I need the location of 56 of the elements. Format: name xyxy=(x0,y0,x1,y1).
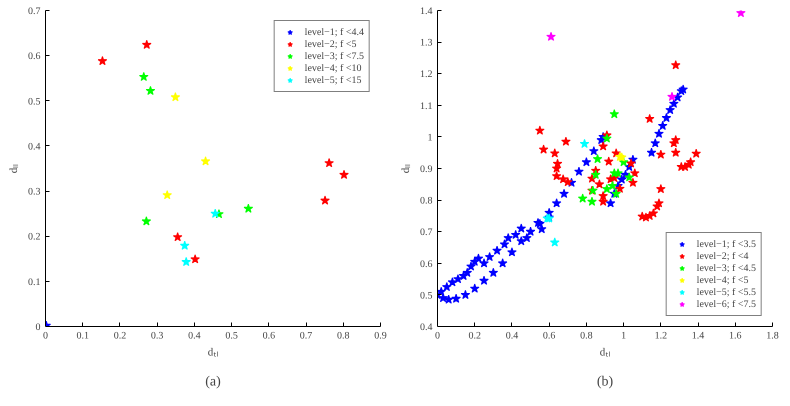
y-axis-title: dₗₗ xyxy=(400,164,412,174)
legend-label: level−2; f <5 xyxy=(304,38,356,50)
x-tick-label: 0.7 xyxy=(300,330,312,342)
x-tick-label: 0.8 xyxy=(580,330,593,342)
x-tick-label: 0 xyxy=(43,330,48,342)
y-tick-label: 0.4 xyxy=(28,141,40,152)
y-tick-label: 0.1 xyxy=(28,276,40,288)
legend-label: level−1; f <4.4 xyxy=(304,26,364,38)
y-tick-label: 0.4 xyxy=(420,322,432,333)
y-tick-label: 0.6 xyxy=(420,258,432,270)
x-axis-title: dₜₗ xyxy=(600,346,610,358)
x-tick-label: 0.3 xyxy=(150,330,164,342)
legend-label: level−3; f <4.5 xyxy=(696,262,756,274)
y-tick-label: 0 xyxy=(36,322,40,333)
y-tick-label: 1.2 xyxy=(420,69,432,80)
legend-label: level−5; f <5.5 xyxy=(696,286,756,298)
y-tick-label: 1.1 xyxy=(420,100,432,112)
y-axis-title: dₗₗ xyxy=(8,164,20,174)
x-tick-label: 0.1 xyxy=(76,330,89,342)
x-tick-label: 0.6 xyxy=(542,330,556,342)
y-tick-label: 1.3 xyxy=(420,38,432,49)
legend-label: level−5; f <15 xyxy=(304,74,362,86)
y-tick-label: 1 xyxy=(428,132,432,144)
x-tick-label: 0.5 xyxy=(225,330,238,342)
x-tick-label: 0.4 xyxy=(506,330,518,342)
legend-label: level−1; f <3.5 xyxy=(696,238,756,250)
x-tick-label: 0 xyxy=(435,330,440,342)
y-tick-label: 0.3 xyxy=(28,186,40,198)
legend-label: level−4; f <5 xyxy=(696,274,748,286)
legend-label: level−2; f <4 xyxy=(696,250,748,262)
legend-label: level−6; f <7.5 xyxy=(696,298,756,310)
y-tick-label: 0.9 xyxy=(420,164,432,175)
x-tick-label: 1.6 xyxy=(729,330,742,342)
y-tick-label: 0.6 xyxy=(28,51,40,62)
y-tick-label: 1.4 xyxy=(420,6,432,17)
y-tick-label: 0.8 xyxy=(420,196,432,207)
x-tick-label: 0.8 xyxy=(337,330,350,342)
x-tick-label: 0.2 xyxy=(468,330,481,342)
x-tick-label: 0.4 xyxy=(188,330,201,342)
x-tick-label: 1.8 xyxy=(766,330,779,342)
y-tick-label: 0.7 xyxy=(420,227,432,238)
y-tick-label: 0.2 xyxy=(28,232,40,243)
x-tick-label: 1 xyxy=(621,330,626,342)
x-tick-label: 1.2 xyxy=(654,330,668,342)
legend-label: level−3; f <7.5 xyxy=(304,50,364,62)
y-tick-label: 0.7 xyxy=(28,6,40,17)
y-tick-label: 0.5 xyxy=(420,290,432,302)
x-tick-label: 0.6 xyxy=(262,330,276,342)
text: (b) xyxy=(596,374,614,390)
x-tick-label: 0.2 xyxy=(114,330,126,342)
x-tick-label: 0.9 xyxy=(374,330,387,342)
legend-label: level−4; f <10 xyxy=(304,62,362,74)
x-axis-title: dₜₗ xyxy=(208,346,218,358)
y-tick-label: 0.5 xyxy=(28,96,40,108)
x-tick-label: 1.4 xyxy=(692,330,704,342)
text: (a) xyxy=(205,374,222,390)
